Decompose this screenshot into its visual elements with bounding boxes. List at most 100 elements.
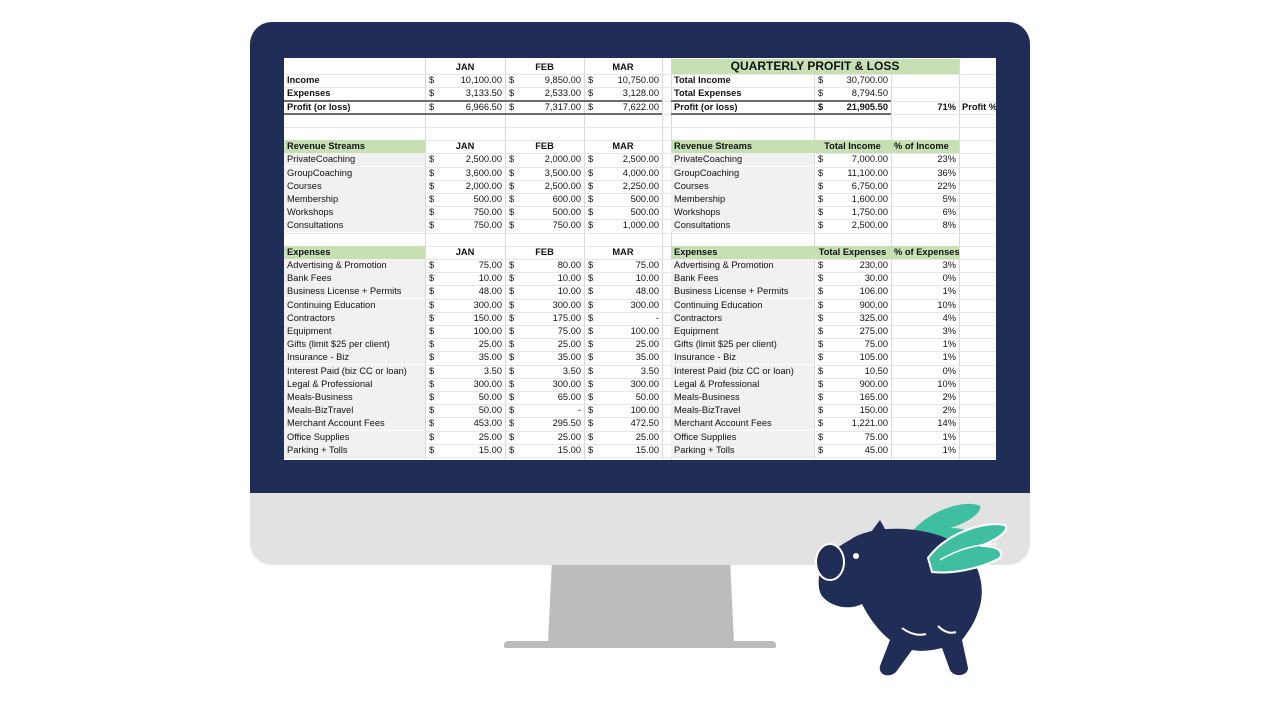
currency-symbol: $ [588, 286, 594, 297]
currency-symbol: $ [509, 88, 515, 99]
revenue-percent: 23% [937, 154, 956, 165]
month-header-mar: MAR [612, 62, 634, 72]
currency-symbol: $ [429, 326, 435, 336]
currency-symbol: $ [818, 326, 824, 336]
expenses-header-row: Expenses JAN FEB MAR Expenses Total Expenses%… [284, 245, 996, 259]
expense-label: Bank Fees [284, 272, 425, 286]
currency-symbol: $ [588, 88, 594, 99]
expense-row: Legal & Professional $300.00 $300.00 $300.0… [284, 377, 996, 391]
currency-symbol: $ [429, 405, 435, 416]
currency-symbol: $ [588, 352, 594, 363]
total-rule [284, 99, 662, 102]
expense-feb-value: 300.00 [552, 299, 581, 310]
revenue-jan-value: 3,600.00 [465, 167, 502, 178]
expense-row: Gifts (limit $25 per client) $25.00 $25.00… [284, 338, 996, 352]
revenue-jan-value: 750.00 [473, 220, 502, 231]
expense-jan-value: 25.00 [478, 339, 502, 350]
currency-symbol: $ [818, 286, 824, 297]
expense-percent: 4% [942, 312, 956, 323]
revenue-label: Workshops [671, 206, 814, 220]
currency-symbol: $ [818, 154, 824, 165]
summary-total-label: Profit (or loss) [674, 101, 738, 112]
expense-jan-value: 50.00 [478, 392, 502, 402]
summary-row: Profit (or loss) $6,966.50 $7,317.00 $7,622… [284, 101, 996, 114]
currency-symbol: $ [429, 220, 435, 231]
summary-mar-value: 10,750.00 [617, 75, 659, 86]
currency-symbol: $ [429, 273, 435, 284]
currency-symbol: $ [818, 101, 824, 112]
expense-row: Equipment $100.00 $75.00 $100.00 Equipment $2… [284, 325, 996, 338]
currency-symbol: $ [588, 444, 594, 455]
summary-total-value: 21,905.50 [846, 101, 888, 112]
spreadsheet-screen: JAN FEB MAR QUARTERLY PROFIT & LOSS Income $1… [284, 58, 996, 460]
currency-symbol: $ [509, 444, 515, 455]
currency-symbol: $ [429, 352, 435, 363]
currency-symbol: $ [588, 418, 594, 429]
summary-row: Income $10,100.00 $9,850.00 $10,750.00 Total… [284, 74, 996, 87]
revenue-jan-value: 500.00 [473, 194, 502, 204]
expense-feb-value: 175.00 [552, 312, 581, 323]
revenue-label: PrivateCoaching [284, 153, 425, 167]
month-header-jan: JAN [455, 246, 475, 257]
expense-jan-value: 50.00 [478, 405, 502, 416]
currency-symbol: $ [588, 101, 594, 112]
revenue-total-value: 2,500.00 [851, 220, 888, 231]
currency-symbol: $ [588, 154, 594, 165]
expense-label: Office Supplies [671, 430, 814, 444]
currency-symbol: $ [429, 286, 435, 297]
currency-symbol: $ [429, 365, 435, 376]
revenue-jan-value: 2,500.00 [465, 154, 502, 165]
expense-total-value: 75.00 [864, 431, 888, 442]
summary-jan-value: 6,966.50 [465, 101, 502, 112]
expense-mar-value: 50.00 [635, 392, 659, 402]
currency-symbol: $ [509, 339, 515, 350]
expense-mar-value: 48.00 [635, 286, 659, 297]
expense-label: Bank Fees [671, 272, 814, 286]
expense-label: Merchant Account Fees [671, 417, 814, 431]
currency-symbol: $ [429, 312, 435, 323]
gridline [284, 153, 996, 155]
currency-symbol: $ [429, 207, 435, 218]
currency-symbol: $ [818, 418, 824, 429]
currency-symbol: $ [509, 352, 515, 363]
expense-jan-value: 48.00 [478, 286, 502, 297]
currency-symbol: $ [509, 299, 515, 310]
revenue-label: Workshops [284, 206, 425, 220]
expense-percent: 10% [937, 299, 956, 310]
expense-label: Advertising & Promotion [284, 259, 425, 272]
expense-feb-value: 15.00 [557, 444, 581, 455]
currency-symbol: $ [818, 444, 824, 455]
currency-symbol: $ [588, 167, 594, 178]
currency-symbol: $ [509, 273, 515, 284]
expense-label: Legal & Professional [671, 377, 814, 391]
expense-total-value: 75.00 [864, 339, 888, 350]
revenue-label: GroupCoaching [284, 166, 425, 180]
expense-label: Continuing Education [671, 298, 814, 312]
currency-symbol: $ [429, 392, 435, 402]
gridline [284, 219, 996, 221]
gridline [284, 272, 996, 274]
expense-total-value: 30.00 [864, 273, 888, 284]
expense-total-value: 275.00 [859, 326, 888, 336]
currency-symbol: $ [509, 220, 515, 231]
currency-symbol: $ [588, 75, 594, 86]
currency-symbol: $ [818, 312, 824, 323]
total-rule [671, 112, 891, 115]
gridline [284, 404, 996, 406]
currency-symbol: $ [818, 273, 824, 284]
expense-row: Bank Fees $10.00 $10.00 $10.00 Bank Fees $30.… [284, 272, 996, 286]
expense-label: Business License + Permits [284, 285, 425, 299]
expense-mar-value: 15.00 [635, 444, 659, 455]
expense-percent: 0% [942, 365, 956, 376]
expense-mar-value: 300.00 [630, 378, 659, 389]
currency-symbol: $ [818, 207, 824, 218]
expense-total-value: 900.00 [859, 299, 888, 310]
expense-mar-value: 472.50 [630, 418, 659, 429]
summary-label: Income [287, 75, 320, 86]
currency-symbol: $ [509, 286, 515, 297]
currency-symbol: $ [509, 75, 515, 86]
currency-symbol: $ [818, 220, 824, 231]
currency-symbol: $ [429, 154, 435, 165]
revenue-label: Membership [284, 193, 425, 206]
revenue-total-value: 7,000.00 [851, 154, 888, 165]
